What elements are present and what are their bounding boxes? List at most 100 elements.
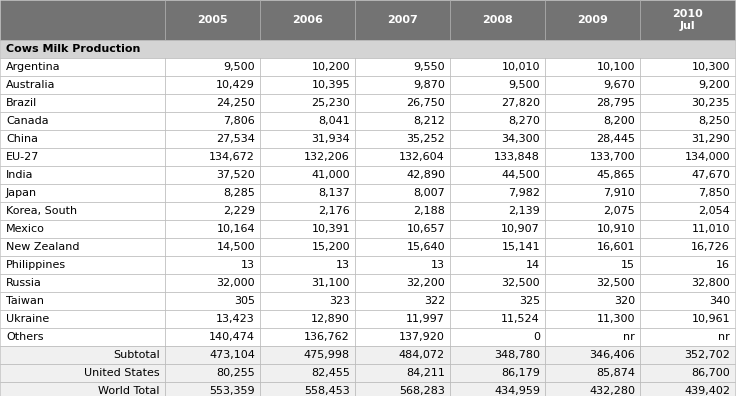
Text: 7,910: 7,910 — [603, 188, 635, 198]
Bar — [165, 166, 260, 184]
Text: 14,500: 14,500 — [216, 242, 255, 252]
Bar — [450, 328, 545, 346]
Bar — [355, 94, 450, 112]
Bar — [640, 292, 735, 310]
Bar — [450, 238, 545, 256]
Text: 340: 340 — [709, 296, 730, 306]
Text: 41,000: 41,000 — [312, 170, 350, 180]
Text: Argentina: Argentina — [6, 62, 61, 72]
Bar — [640, 256, 735, 274]
Text: Philippines: Philippines — [6, 260, 66, 270]
Text: Russia: Russia — [6, 278, 42, 288]
Bar — [355, 274, 450, 292]
Bar — [640, 220, 735, 238]
Text: 2006: 2006 — [292, 15, 323, 25]
Bar — [260, 58, 355, 76]
Bar — [165, 0, 260, 40]
Bar — [260, 274, 355, 292]
Text: 132,604: 132,604 — [400, 152, 445, 162]
Bar — [450, 112, 545, 130]
Bar — [545, 220, 640, 238]
Text: 352,702: 352,702 — [684, 350, 730, 360]
Bar — [0, 382, 165, 396]
Text: Brazil: Brazil — [6, 98, 38, 108]
Bar — [260, 130, 355, 148]
Text: 136,762: 136,762 — [304, 332, 350, 342]
Bar — [545, 346, 640, 364]
Bar — [165, 256, 260, 274]
Text: 34,300: 34,300 — [502, 134, 540, 144]
Text: 10,100: 10,100 — [596, 62, 635, 72]
Bar — [450, 58, 545, 76]
Text: World Total: World Total — [98, 386, 160, 396]
Text: 2,229: 2,229 — [223, 206, 255, 216]
Bar — [0, 328, 165, 346]
Text: 9,550: 9,550 — [413, 62, 445, 72]
Text: 348,780: 348,780 — [494, 350, 540, 360]
Bar — [545, 238, 640, 256]
Bar — [0, 364, 165, 382]
Bar — [355, 346, 450, 364]
Text: 432,280: 432,280 — [589, 386, 635, 396]
Text: 42,890: 42,890 — [406, 170, 445, 180]
Text: Australia: Australia — [6, 80, 56, 90]
Text: 133,700: 133,700 — [590, 152, 635, 162]
Bar — [450, 274, 545, 292]
Text: 32,500: 32,500 — [596, 278, 635, 288]
Text: 32,800: 32,800 — [691, 278, 730, 288]
Bar — [355, 202, 450, 220]
Text: Mexico: Mexico — [6, 224, 45, 234]
Bar — [0, 274, 165, 292]
Text: 16,601: 16,601 — [596, 242, 635, 252]
Text: New Zealand: New Zealand — [6, 242, 80, 252]
Bar — [260, 256, 355, 274]
Text: United States: United States — [84, 368, 160, 378]
Bar — [640, 382, 735, 396]
Text: 322: 322 — [424, 296, 445, 306]
Text: 30,235: 30,235 — [692, 98, 730, 108]
Text: 10,907: 10,907 — [501, 224, 540, 234]
Bar — [0, 310, 165, 328]
Text: 14: 14 — [526, 260, 540, 270]
Text: 11,524: 11,524 — [501, 314, 540, 324]
Bar — [450, 202, 545, 220]
Text: 2005: 2005 — [198, 15, 228, 25]
Bar — [640, 184, 735, 202]
Bar — [355, 292, 450, 310]
Text: 32,200: 32,200 — [406, 278, 445, 288]
Text: 2,075: 2,075 — [603, 206, 635, 216]
Bar — [165, 220, 260, 238]
Text: 15,640: 15,640 — [406, 242, 445, 252]
Text: 9,500: 9,500 — [508, 80, 540, 90]
Bar — [545, 292, 640, 310]
Bar — [355, 148, 450, 166]
Bar — [640, 328, 735, 346]
Text: Taiwan: Taiwan — [6, 296, 44, 306]
Bar — [165, 364, 260, 382]
Bar — [640, 94, 735, 112]
Bar — [545, 58, 640, 76]
Bar — [450, 382, 545, 396]
Text: 346,406: 346,406 — [590, 350, 635, 360]
Bar — [355, 112, 450, 130]
Text: 10,429: 10,429 — [216, 80, 255, 90]
Bar — [0, 76, 165, 94]
Text: 7,806: 7,806 — [223, 116, 255, 126]
Bar — [355, 58, 450, 76]
Bar — [355, 76, 450, 94]
Bar — [355, 130, 450, 148]
Bar — [165, 58, 260, 76]
Bar — [355, 238, 450, 256]
Bar — [165, 274, 260, 292]
Bar — [450, 346, 545, 364]
Text: 9,200: 9,200 — [698, 80, 730, 90]
Bar — [640, 130, 735, 148]
Bar — [0, 112, 165, 130]
Text: 45,865: 45,865 — [596, 170, 635, 180]
Text: 475,998: 475,998 — [304, 350, 350, 360]
Bar — [0, 220, 165, 238]
Text: 568,283: 568,283 — [399, 386, 445, 396]
Text: 28,795: 28,795 — [596, 98, 635, 108]
Text: 28,445: 28,445 — [596, 134, 635, 144]
Bar — [165, 346, 260, 364]
